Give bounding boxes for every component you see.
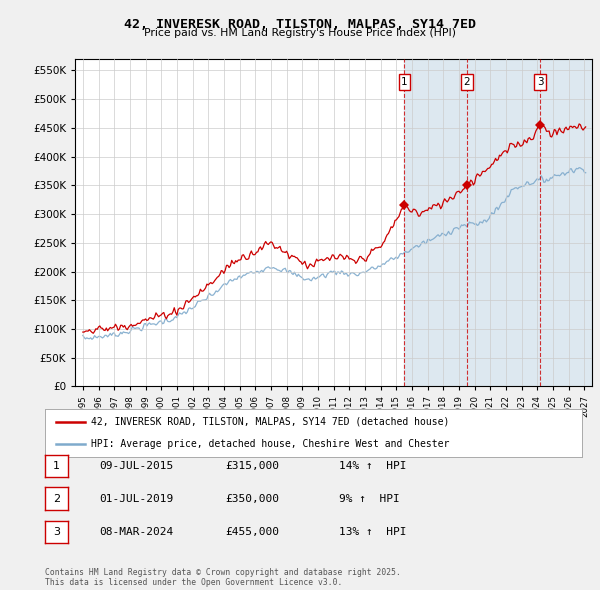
Text: £315,000: £315,000 [225, 461, 279, 471]
Text: 3: 3 [53, 527, 60, 537]
Text: 42, INVERESK ROAD, TILSTON, MALPAS, SY14 7ED: 42, INVERESK ROAD, TILSTON, MALPAS, SY14… [124, 18, 476, 31]
Text: £350,000: £350,000 [225, 494, 279, 503]
Text: 2: 2 [53, 494, 60, 503]
Text: 13% ↑  HPI: 13% ↑ HPI [339, 527, 407, 537]
Text: 1: 1 [401, 77, 408, 87]
Text: 3: 3 [537, 77, 544, 87]
Text: 1: 1 [53, 461, 60, 471]
Text: 42, INVERESK ROAD, TILSTON, MALPAS, SY14 7ED (detached house): 42, INVERESK ROAD, TILSTON, MALPAS, SY14… [91, 417, 449, 427]
Text: 09-JUL-2015: 09-JUL-2015 [99, 461, 173, 471]
Text: 08-MAR-2024: 08-MAR-2024 [99, 527, 173, 537]
Bar [404, 59, 540, 386]
Text: £455,000: £455,000 [225, 527, 279, 537]
Bar [540, 59, 592, 386]
Text: 14% ↑  HPI: 14% ↑ HPI [339, 461, 407, 471]
Text: 2: 2 [464, 77, 470, 87]
Text: 9% ↑  HPI: 9% ↑ HPI [339, 494, 400, 503]
Text: Contains HM Land Registry data © Crown copyright and database right 2025.
This d: Contains HM Land Registry data © Crown c… [45, 568, 401, 587]
Text: 01-JUL-2019: 01-JUL-2019 [99, 494, 173, 503]
Text: Price paid vs. HM Land Registry's House Price Index (HPI): Price paid vs. HM Land Registry's House … [144, 28, 456, 38]
Text: HPI: Average price, detached house, Cheshire West and Chester: HPI: Average price, detached house, Ches… [91, 439, 449, 449]
